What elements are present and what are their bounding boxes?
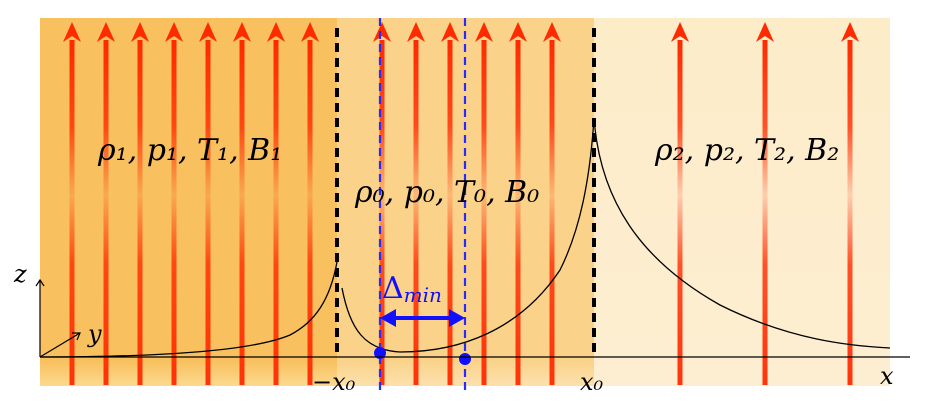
field-arrowhead-5 (199, 22, 217, 42)
field-arrowhead-2 (97, 22, 115, 42)
y-axis (39, 332, 81, 358)
delta-min-label: Δmin (382, 271, 442, 307)
field-line-3 (137, 40, 143, 385)
field-strength-curve (39, 117, 891, 358)
x-axis-label: x (880, 362, 894, 390)
magnetic-field-lines (63, 22, 859, 385)
field-arrowhead-15 (671, 22, 689, 42)
field-arrowhead-12 (475, 22, 493, 42)
field-line-13 (515, 40, 521, 385)
field-arrowhead-1 (63, 22, 81, 42)
left-region-label: ρ₁, p₁, T₁, B₁ (97, 133, 282, 168)
left-region (40, 18, 337, 386)
field-line-12 (481, 40, 487, 385)
field-arrowhead-11 (441, 22, 459, 42)
field-line-15 (677, 40, 683, 385)
field-arrowhead-4 (165, 22, 183, 42)
y-axis-arrowhead (72, 332, 81, 341)
field-line-14 (549, 40, 555, 385)
left-boundary-label: −x₀ (312, 368, 356, 396)
field-arrowhead-7 (267, 22, 285, 42)
field-line-4 (171, 40, 177, 385)
field-arrowhead-8 (301, 22, 319, 42)
marker-dot-right (459, 353, 471, 365)
marker-dot-left (374, 347, 386, 359)
field-line-11 (447, 40, 453, 385)
delta-min-arrow (380, 309, 465, 327)
field-line-16 (762, 40, 768, 385)
field-arrowhead-17 (841, 22, 859, 42)
middle-region-label: ρ₀, p₀, T₀, B₀ (354, 175, 539, 210)
field-arrowhead-3 (131, 22, 149, 42)
field-arrowhead-16 (756, 22, 774, 42)
z-axis-arrowhead (35, 278, 45, 287)
field-arrowhead-14 (543, 22, 561, 42)
field-line-17 (847, 40, 853, 385)
field-arrowhead-10 (407, 22, 425, 42)
field-line-6 (239, 40, 245, 385)
right-region (594, 18, 890, 386)
y-axis-label: y (87, 320, 102, 348)
field-line-2 (103, 40, 109, 385)
field-line-8 (307, 40, 313, 385)
field-arrowhead-6 (233, 22, 251, 42)
field-line-5 (205, 40, 211, 385)
z-axis-label: z (13, 260, 27, 288)
right-region-label: ρ₂, p₂, T₂, B₂ (654, 133, 839, 168)
right-boundary-label: x₀ (580, 368, 604, 396)
field-line-7 (273, 40, 279, 385)
field-arrowhead-13 (509, 22, 527, 42)
field-arrowhead-9 (373, 22, 391, 42)
field-line-9 (379, 40, 385, 385)
field-line-1 (69, 40, 75, 385)
field-line-10 (413, 40, 419, 385)
